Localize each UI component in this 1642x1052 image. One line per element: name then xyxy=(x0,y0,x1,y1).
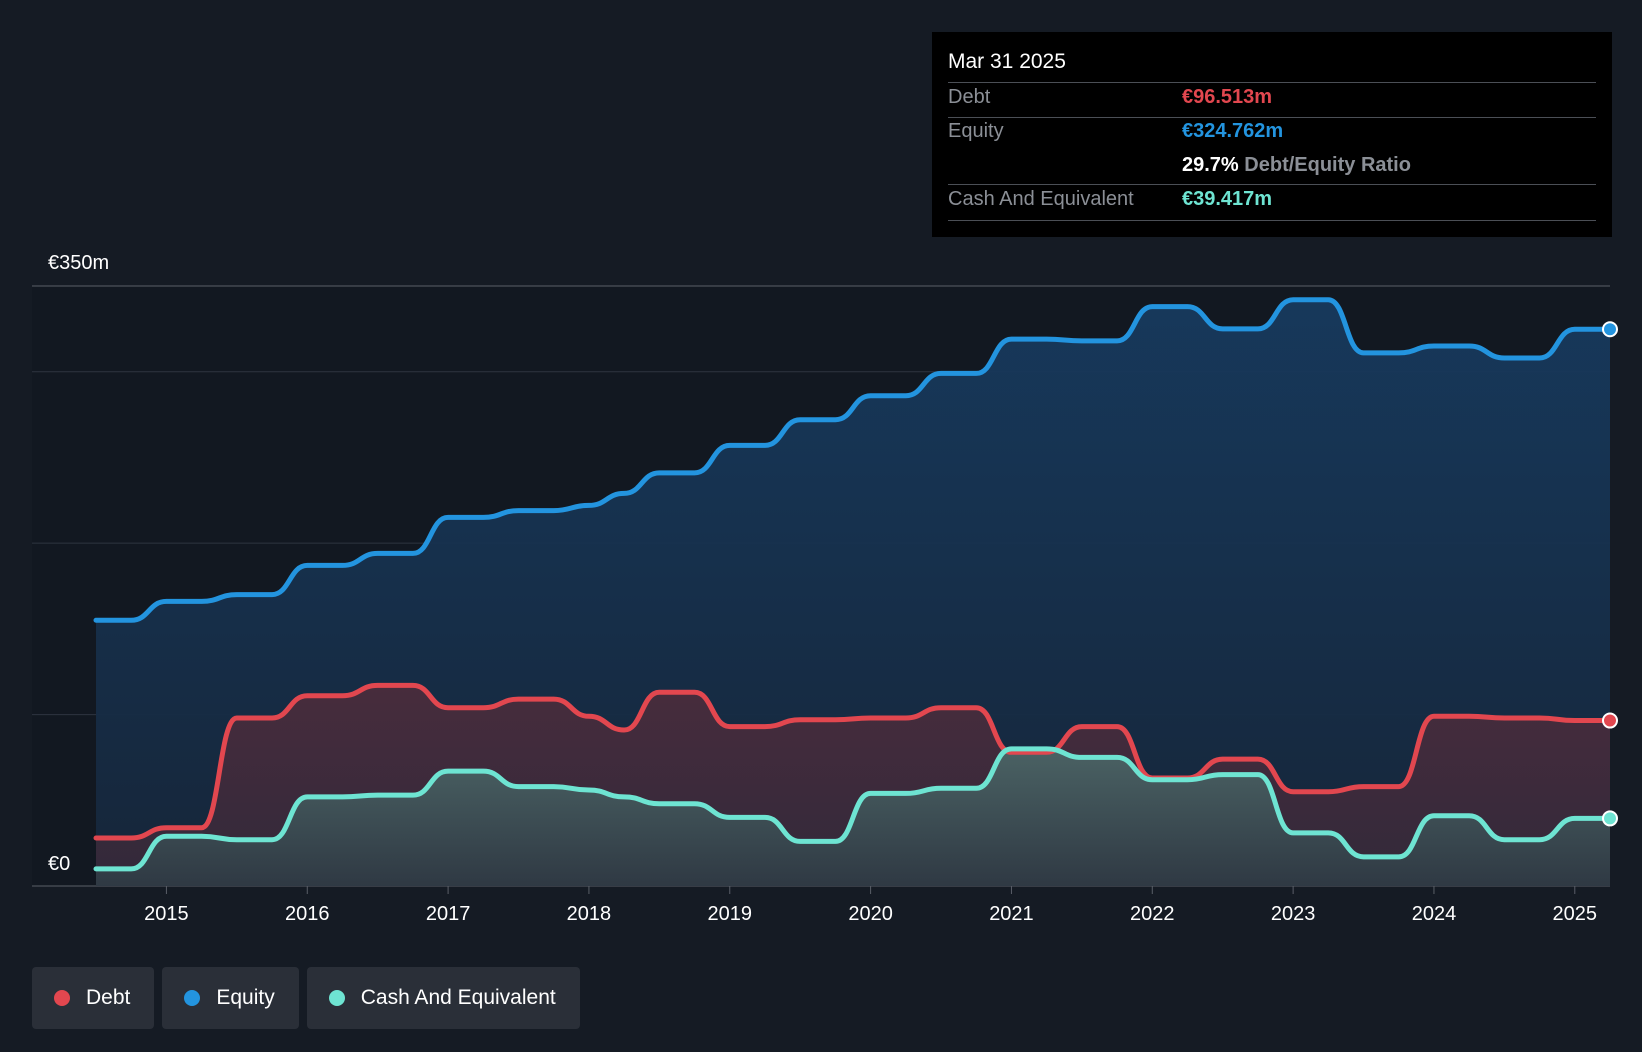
x-tick-label: 2020 xyxy=(848,903,893,925)
tooltip-divider xyxy=(948,117,1596,118)
x-tick-label: 2016 xyxy=(285,903,330,925)
tooltip-divider xyxy=(948,220,1596,221)
legend-item-cash[interactable]: Cash And Equivalent xyxy=(306,967,580,1029)
tooltip-ratio-label: Debt/Equity Ratio xyxy=(1244,154,1411,176)
debt-line xyxy=(93,682,1613,841)
cash-line xyxy=(93,746,1613,872)
tooltip-divider xyxy=(948,184,1596,185)
legend-item-equity[interactable]: Equity xyxy=(162,967,299,1029)
x-tick-label: 2021 xyxy=(989,903,1034,925)
x-tick-label: 2018 xyxy=(567,903,612,925)
tooltip-ratio-percent: 29.7% xyxy=(1182,154,1239,176)
equity-end-marker[interactable] xyxy=(1602,321,1618,338)
tooltip-ratio: 29.7% Debt/Equity Ratio xyxy=(1182,154,1411,177)
legend-label: Debt xyxy=(86,986,131,1009)
debt-end-marker[interactable] xyxy=(1602,712,1618,729)
y-axis-zero-label: €0 xyxy=(48,853,70,875)
x-tick-label: 2022 xyxy=(1130,903,1175,925)
end-markers xyxy=(1602,321,1618,827)
x-axis-ticks: 2015 2016 2017 2018 2019 2020 2021 2022 2023 2024… xyxy=(144,886,1597,925)
tooltip-cash-value: €39.417m xyxy=(1182,188,1273,210)
tooltip-debt-value: €96.513m xyxy=(1182,86,1273,108)
equity-line xyxy=(93,297,1613,623)
x-tick-label: 2025 xyxy=(1553,903,1598,925)
tooltip-cash-label: Cash And Equivalent xyxy=(948,188,1134,210)
series-lines xyxy=(93,297,1613,872)
tooltip-debt-label: Debt xyxy=(948,86,991,108)
x-tick-label: 2023 xyxy=(1271,903,1316,925)
debt-dot-icon xyxy=(54,990,70,1006)
x-tick-label: 2024 xyxy=(1412,903,1457,925)
x-tick-label: 2019 xyxy=(708,903,753,925)
tooltip-equity-label: Equity xyxy=(948,120,1004,142)
legend: Debt Equity Cash And Equivalent xyxy=(32,967,580,1029)
cash-end-marker[interactable] xyxy=(1602,810,1618,827)
legend-label: Equity xyxy=(216,986,275,1009)
tooltip-date: Mar 31 2025 xyxy=(948,50,1066,73)
y-axis-top-label: €350m xyxy=(48,252,109,274)
tooltip-panel: Mar 31 2025 Debt €96.513m Equity €324.76… xyxy=(932,32,1612,237)
equity-dot-icon xyxy=(184,990,201,1006)
legend-label: Cash And Equivalent xyxy=(360,986,556,1009)
x-tick-label: 2017 xyxy=(426,903,471,925)
cash-dot-icon xyxy=(328,990,345,1006)
tooltip-divider xyxy=(948,82,1596,83)
series-areas xyxy=(96,299,1610,886)
tooltip-equity-value: €324.762m xyxy=(1182,120,1284,142)
x-tick-label: 2015 xyxy=(144,903,189,925)
legend-item-debt[interactable]: Debt xyxy=(32,967,155,1029)
